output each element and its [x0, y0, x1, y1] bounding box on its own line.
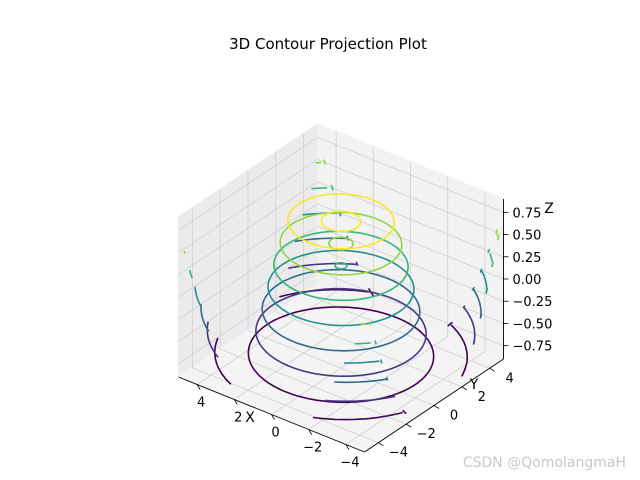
projection-y-wall	[322, 159, 327, 165]
grid-line-z	[178, 225, 504, 320]
y-tick-mark	[433, 405, 440, 409]
y-tick-label: 4	[505, 371, 513, 386]
contour-line	[481, 270, 488, 290]
x-tick-label: 2	[234, 411, 242, 426]
y-tick-mark	[405, 423, 412, 428]
x-tick-mark	[196, 384, 201, 390]
projection-x-wall	[368, 321, 372, 326]
grid-line-z	[178, 181, 504, 276]
contour-line	[334, 378, 388, 384]
y-tick-label: 0	[450, 409, 458, 424]
projection-y-wall	[462, 305, 466, 309]
grid-line-z	[178, 159, 504, 253]
projection-y-wall	[479, 268, 483, 273]
z-tick-label: 0.25	[513, 251, 542, 266]
contour-line	[189, 269, 193, 279]
contour-line	[200, 304, 210, 332]
x-tick-mark	[308, 429, 313, 435]
projection-x-wall	[479, 313, 483, 319]
projection-y-wall	[447, 321, 453, 327]
x-tick-mark	[271, 414, 275, 420]
x-tick-label: 0	[271, 426, 279, 441]
contour-line	[183, 250, 186, 254]
contour-line	[463, 307, 476, 344]
y-tick-label: −2	[417, 427, 436, 442]
tick-labels: −4 −2 0 2 4 −4 −2 0 2 4 0.75 0.50 0.25 0.00 −0.25 −0.50…	[197, 206, 552, 470]
grid-line-z	[178, 203, 504, 298]
z-tick-label: 0.75	[513, 206, 542, 221]
x-tick-label: 4	[197, 396, 205, 411]
grid-line-x	[196, 131, 337, 385]
contour-line	[214, 337, 232, 385]
watermark: CSDN @QomolangmaH	[463, 455, 626, 471]
grid-line-z	[178, 247, 504, 342]
contour-line	[354, 342, 371, 345]
contour-line	[450, 324, 469, 372]
axis-lines	[178, 199, 509, 453]
contour-line	[273, 230, 409, 302]
contour-line	[261, 268, 421, 352]
projection-y-wall	[471, 286, 475, 291]
contour-line	[194, 286, 201, 306]
contour-line	[325, 395, 394, 403]
contour-line	[344, 360, 380, 364]
y-tick-label: 2	[478, 390, 486, 405]
contour-line	[255, 287, 427, 378]
x-axis-label: X	[245, 410, 255, 426]
projection-x-wall	[461, 368, 467, 377]
x-tick-mark	[233, 399, 238, 405]
projection-x-wall	[385, 377, 389, 381]
y-axis-label: Y	[469, 377, 479, 393]
projection-y-wall	[330, 184, 334, 191]
z-axis-label: Z	[544, 201, 554, 217]
contour-line	[320, 210, 362, 233]
y-tick-label: −4	[389, 446, 408, 461]
projection-x-wall	[472, 340, 476, 345]
projection-x-wall	[485, 288, 489, 294]
projection-y-wall	[487, 248, 491, 254]
contour-line	[311, 187, 328, 190]
grid-line-x	[345, 191, 486, 445]
y-tick-mark	[378, 442, 384, 447]
contour-lines	[183, 159, 500, 421]
contour-line	[334, 261, 348, 270]
grid-line-y	[219, 189, 407, 425]
grid-line-y	[275, 151, 462, 388]
contour-line	[496, 233, 499, 237]
x-tick-mark	[345, 444, 350, 450]
projection-x-wall	[496, 235, 500, 241]
contour-line	[267, 249, 415, 327]
contour-line	[286, 193, 396, 250]
z-tick-label: −0.75	[513, 340, 553, 355]
projection-x-wall	[402, 409, 407, 415]
z-tick-label: −0.50	[513, 317, 553, 332]
projection-y-wall	[355, 261, 359, 266]
contour-line	[327, 236, 355, 251]
projection-x-wall	[392, 394, 396, 398]
projection-x-wall	[374, 340, 377, 345]
x-tick-label: −2	[303, 441, 322, 456]
z-tick-label: −0.25	[513, 295, 553, 310]
x-tick-label: −4	[340, 456, 359, 471]
contour-line	[489, 253, 493, 262]
projection-y-wall	[495, 229, 499, 234]
projection-x-wall	[379, 359, 383, 364]
contour-line	[472, 288, 482, 317]
grid-line-x	[308, 176, 449, 430]
y-tick-mark	[489, 367, 495, 372]
grid-line-z	[178, 136, 504, 231]
chart-title: 3D Contour Projection Plot	[229, 35, 427, 53]
contour-line	[247, 306, 435, 404]
z-tick-label: 0.00	[513, 273, 542, 288]
contour-line	[312, 411, 403, 421]
grid-line-x	[271, 161, 411, 415]
y-tick-mark	[461, 386, 468, 391]
projection-x-wall	[491, 261, 494, 268]
z-tick-label: 0.50	[513, 229, 542, 244]
